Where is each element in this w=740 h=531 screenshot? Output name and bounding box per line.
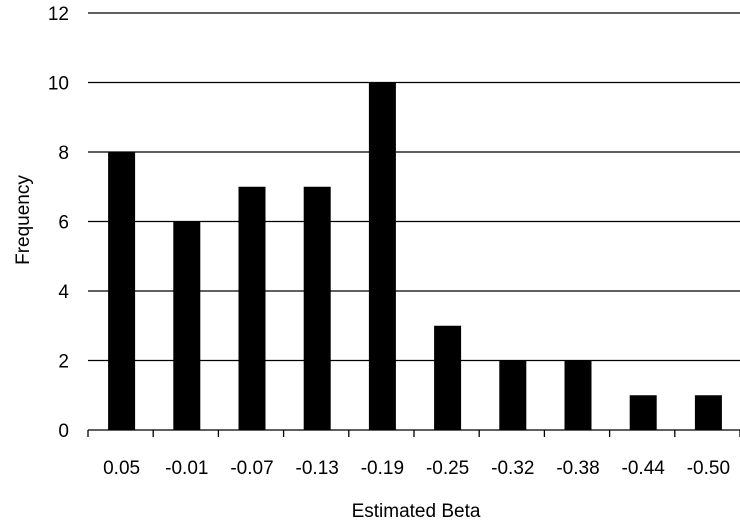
x-tick-label: -0.25 (426, 458, 469, 479)
bar (173, 221, 201, 430)
x-tick-label: -0.13 (296, 458, 339, 479)
bar (238, 186, 266, 430)
x-tick-label: -0.38 (556, 458, 599, 479)
x-tick-label: -0.32 (491, 458, 534, 479)
y-tick-label: 10 (48, 74, 69, 95)
y-tick-label: 4 (58, 282, 69, 303)
bar (564, 360, 592, 430)
x-tick-label: 0.05 (103, 458, 140, 479)
y-axis-label: Frequency (13, 175, 34, 265)
x-tick-label: -0.19 (361, 458, 404, 479)
y-tick-label: 6 (58, 213, 69, 234)
bar (368, 82, 396, 430)
axes: 0 2 4 6 8 10 12 0.05 -0.01 -0.07 -0.13 -0.19 -0.25 -0… (48, 4, 740, 479)
y-tick-label: 12 (48, 4, 69, 25)
bars (108, 82, 722, 430)
bar (694, 395, 722, 430)
x-tick-label: -0.50 (687, 458, 730, 479)
x-tick-label: -0.01 (165, 458, 208, 479)
bar (499, 360, 527, 430)
bar (629, 395, 657, 430)
bar (108, 152, 136, 430)
y-tick-label: 0 (58, 421, 69, 442)
bar (434, 325, 462, 430)
y-tick-label: 2 (58, 352, 69, 373)
x-tick-label: -0.44 (622, 458, 666, 479)
y-tick-label: 8 (58, 143, 69, 164)
x-axis-label: Estimated Beta (352, 501, 481, 522)
x-tick-label: -0.07 (230, 458, 273, 479)
bar (303, 186, 331, 430)
